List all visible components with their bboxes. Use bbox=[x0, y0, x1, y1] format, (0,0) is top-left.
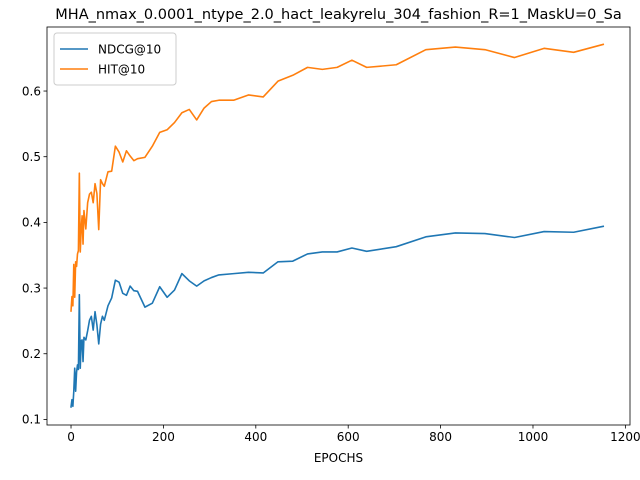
y-tick-label: 0.1 bbox=[22, 413, 41, 427]
y-tick-label: 0.4 bbox=[22, 216, 41, 230]
series-line-ndcg-10 bbox=[70, 225, 605, 408]
y-tick-label: 0.5 bbox=[22, 150, 41, 164]
chart-title: MHA_nmax_0.0001_ntype_2.0_hact_leakyrelu… bbox=[55, 7, 621, 23]
legend-label: HIT@10 bbox=[98, 62, 145, 76]
x-tick-label: 800 bbox=[429, 430, 452, 444]
x-tick-label: 200 bbox=[152, 430, 175, 444]
plot-frame bbox=[46, 26, 631, 426]
x-tick-label: 400 bbox=[244, 430, 267, 444]
y-axis: 0.1 0.2 0.3 0.4 0.5 0.6 bbox=[22, 84, 47, 427]
legend-label: NDCG@10 bbox=[98, 42, 161, 56]
y-tick-label: 0.2 bbox=[22, 347, 41, 361]
x-tick-label: 600 bbox=[337, 430, 360, 444]
legend: NDCG@10 HIT@10 bbox=[53, 32, 177, 86]
series-line-hit-10 bbox=[70, 43, 605, 312]
x-tick-label: 1000 bbox=[518, 430, 549, 444]
y-tick-label: 0.6 bbox=[22, 84, 41, 98]
x-axis-label: EPOCHS bbox=[314, 451, 363, 465]
y-tick-label: 0.3 bbox=[22, 281, 41, 295]
x-tick-label: 1200 bbox=[610, 430, 640, 444]
legend-box bbox=[53, 32, 177, 86]
series-layer bbox=[70, 43, 605, 408]
x-tick-label: 0 bbox=[67, 430, 75, 444]
x-axis: 0 200 400 600 800 1000 1200 bbox=[67, 425, 640, 444]
